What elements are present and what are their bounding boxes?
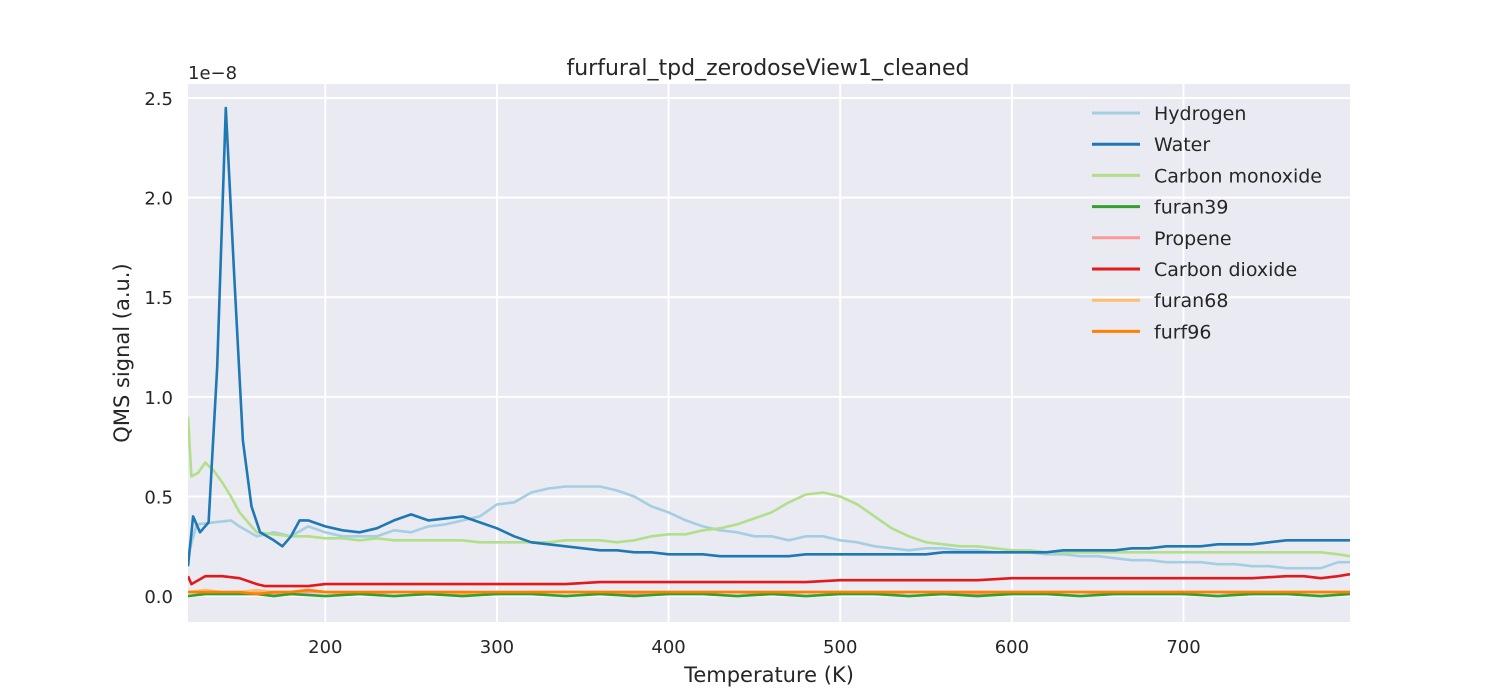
series-line xyxy=(188,416,1350,558)
x-axis-label: Temperature (K) xyxy=(683,663,854,687)
y-tick-label: 2.5 xyxy=(144,89,173,110)
x-tick-label: 500 xyxy=(823,637,857,658)
y-offset-label: 1e−8 xyxy=(188,63,237,84)
legend-label: Carbon dioxide xyxy=(1154,259,1297,281)
y-axis-label: QMS signal (a.u.) xyxy=(110,263,134,442)
legend-label: furan68 xyxy=(1154,290,1228,312)
x-tick-label: 400 xyxy=(651,637,685,658)
legend-label: furan39 xyxy=(1154,197,1228,219)
series-line xyxy=(188,106,1350,567)
x-tick-label: 200 xyxy=(308,637,342,658)
series-line xyxy=(188,588,1350,596)
y-tick-label: 1.5 xyxy=(144,288,173,309)
legend-label: Water xyxy=(1154,134,1210,156)
series-line xyxy=(188,592,1350,598)
series-line xyxy=(188,485,1350,570)
y-axis-ticks: 0.0 0.5 1.0 1.5 2.0 2.5 xyxy=(144,89,173,608)
y-tick-label: 0.0 xyxy=(144,587,173,608)
x-axis-ticks: 200 300 400 500 600 700 xyxy=(308,637,1201,658)
plot-lines xyxy=(188,106,1350,598)
plot-area xyxy=(188,84,1350,622)
series-line xyxy=(188,572,1350,588)
x-tick-label: 600 xyxy=(995,637,1029,658)
grid-lines xyxy=(188,84,1350,622)
y-tick-label: 2.0 xyxy=(144,189,173,210)
legend: Hydrogen Water Carbon monoxide furan39 Prope… xyxy=(1092,103,1322,343)
x-tick-label: 700 xyxy=(1166,637,1200,658)
y-tick-label: 1.0 xyxy=(144,388,173,409)
y-tick-label: 0.5 xyxy=(144,487,173,508)
legend-label: furf96 xyxy=(1154,321,1211,343)
legend-label: Hydrogen xyxy=(1154,103,1246,125)
x-tick-label: 300 xyxy=(480,637,514,658)
legend-label: Propene xyxy=(1154,228,1232,250)
chart-title: furfural_tpd_zerodoseView1_cleaned xyxy=(566,56,969,81)
legend-label: Carbon monoxide xyxy=(1154,165,1322,187)
